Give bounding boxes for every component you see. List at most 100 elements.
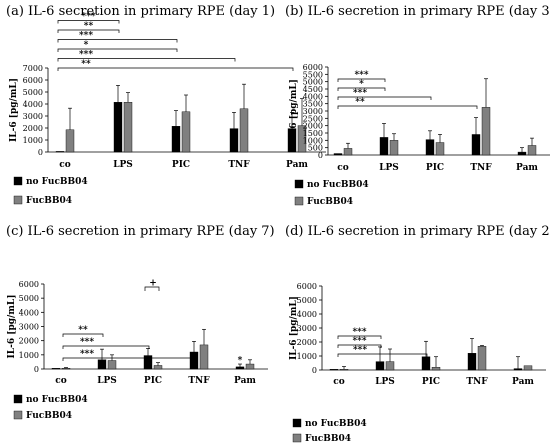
- significance-label: ***: [352, 337, 366, 347]
- legend-swatch: [292, 433, 302, 443]
- bar: [379, 137, 389, 156]
- y-tick-label: 2000: [23, 124, 43, 133]
- bar: [375, 361, 385, 371]
- chart-title: (d) IL-6 secretion in primary RPE (day 2…: [285, 224, 550, 239]
- chart-title: (b) IL-6 secretion in primary RPE (day 3…: [285, 4, 550, 19]
- y-tick-label: 4000: [303, 92, 323, 101]
- significance-bracket: [337, 78, 386, 82]
- significance-bracket: [337, 353, 428, 357]
- significance-bracket: [57, 67, 294, 71]
- bar: [51, 368, 61, 370]
- legend-swatch: [294, 179, 304, 189]
- y-tick-label: 6000: [23, 76, 43, 85]
- bar: [435, 142, 445, 156]
- y-tick-label: 3500: [303, 100, 323, 109]
- y-tick-label: 6000: [297, 282, 317, 291]
- significance-label: ***: [353, 346, 367, 356]
- y-axis-label: IL-6 [pg/mL]: [9, 78, 19, 142]
- bar: [107, 360, 117, 370]
- y-tick-label: 3000: [19, 323, 39, 332]
- bar: [517, 151, 527, 156]
- legend-swatch: [292, 418, 302, 428]
- chart-panel: (a) IL-6 secretion in primary RPE (day 1…: [6, 4, 326, 206]
- bar: [527, 145, 537, 156]
- x-tick-label: PIC: [144, 376, 162, 386]
- significance-bracket: [337, 96, 432, 100]
- significance-bracket: [57, 39, 178, 43]
- bar: [229, 128, 239, 153]
- y-tick-label: 4000: [19, 308, 39, 317]
- bar: [333, 153, 343, 156]
- y-tick-label: 500: [308, 144, 323, 153]
- legend-swatch: [294, 196, 304, 206]
- significance-label: **: [78, 326, 88, 336]
- y-axis-label: IL-6 [pg/mL]: [289, 296, 299, 360]
- significance-label: ***: [352, 328, 366, 338]
- y-tick-label: 7000: [23, 64, 43, 73]
- legend-swatch: [13, 394, 23, 404]
- x-tick-label: TNF: [466, 377, 488, 387]
- bar: [425, 139, 435, 156]
- y-axis-label: IL-6 [pg/mL]: [7, 295, 17, 359]
- significance-label: **: [81, 60, 91, 70]
- significance-bracket: [57, 20, 120, 24]
- y-tick-label: 5000: [23, 88, 43, 97]
- legend-label: no FucBB04: [26, 177, 88, 187]
- significance-label: +: [149, 279, 157, 289]
- bar: [481, 107, 491, 156]
- y-tick-label: 5000: [19, 294, 39, 303]
- y-tick-label: 0: [34, 365, 39, 374]
- x-tick-label: LPS: [375, 377, 395, 387]
- y-tick-label: 4000: [23, 100, 43, 109]
- legend-label: no FucBB04: [307, 180, 369, 190]
- x-tick-label: Pam: [512, 377, 534, 387]
- bar: [467, 353, 477, 371]
- x-tick-label: co: [55, 376, 66, 386]
- x-tick-label: co: [59, 160, 70, 170]
- bar: [239, 108, 249, 153]
- chart-title: (a) IL-6 secretion in primary RPE (day 1…: [6, 4, 275, 19]
- bar: [339, 369, 349, 371]
- significance-bracket: [57, 48, 178, 52]
- y-axis-label: IL-6 [pg/mL]: [289, 79, 299, 143]
- x-tick-label: LPS: [379, 163, 399, 173]
- x-tick-label: Pam: [286, 160, 308, 170]
- x-tick-label: Pam: [234, 376, 256, 386]
- significance-bracket: [337, 335, 382, 339]
- significance-label: **: [84, 22, 94, 32]
- y-tick-label: 6000: [19, 280, 39, 289]
- bar: [55, 151, 65, 153]
- bar: [189, 351, 199, 370]
- y-tick-label: 2000: [303, 122, 323, 131]
- significance-label: *: [238, 356, 243, 366]
- significance-label: **: [355, 98, 365, 108]
- y-tick-label: 2000: [297, 338, 317, 347]
- significance-label: ***: [353, 89, 367, 99]
- legend-swatch: [13, 410, 23, 420]
- legend-label: FucBB04: [26, 411, 72, 421]
- bar: [421, 356, 431, 371]
- y-tick-label: 0: [312, 366, 317, 375]
- y-tick-label: 4500: [303, 85, 323, 94]
- bar: [123, 101, 133, 153]
- significance-label: ***: [79, 31, 93, 41]
- chart-panel: (d) IL-6 secretion in primary RPE (day 2…: [285, 224, 550, 444]
- y-tick-label: 3000: [23, 112, 43, 121]
- significance-bracket: [337, 87, 386, 91]
- x-tick-label: PIC: [172, 160, 190, 170]
- legend-swatch: [13, 195, 23, 205]
- legend-label: FucBB04: [26, 196, 72, 206]
- legend-label: FucBB04: [305, 434, 351, 444]
- y-tick-label: 3000: [303, 107, 323, 116]
- significance-bracket: [57, 58, 236, 62]
- x-tick-label: co: [333, 377, 344, 387]
- bar: [143, 355, 153, 370]
- bar: [153, 365, 163, 370]
- x-tick-label: LPS: [97, 376, 117, 386]
- bar: [513, 368, 523, 371]
- significance-label: ***: [80, 350, 94, 360]
- y-tick-label: 4000: [297, 310, 317, 319]
- y-tick-label: 2000: [19, 337, 39, 346]
- y-tick-label: 1000: [297, 352, 317, 361]
- significance-label: ***: [81, 12, 95, 22]
